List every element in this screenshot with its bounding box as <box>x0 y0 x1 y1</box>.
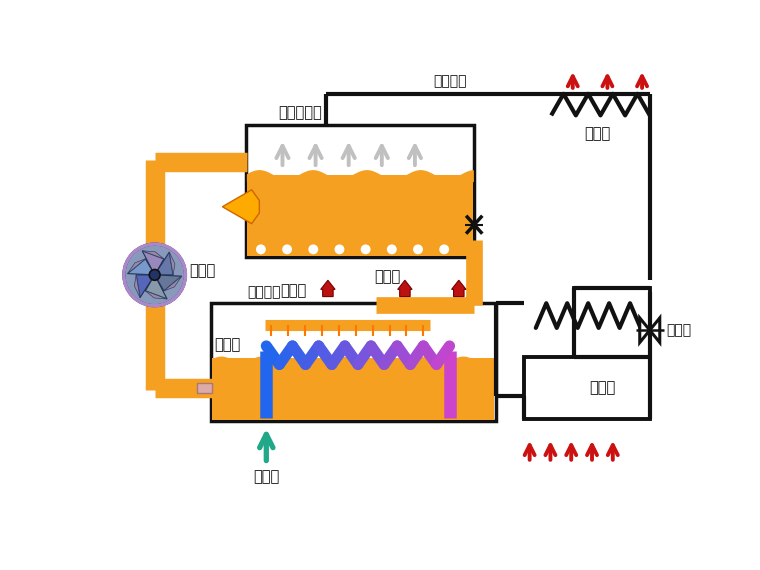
Bar <box>245 125 474 257</box>
Polygon shape <box>128 259 154 275</box>
Bar <box>197 382 212 393</box>
Polygon shape <box>164 276 182 291</box>
Polygon shape <box>128 259 145 274</box>
Polygon shape <box>145 275 167 299</box>
Polygon shape <box>397 280 412 296</box>
Bar <box>211 303 496 421</box>
Circle shape <box>440 245 448 254</box>
Bar <box>247 175 473 255</box>
Text: 冷却水: 冷却水 <box>253 470 280 484</box>
Polygon shape <box>154 252 173 275</box>
Polygon shape <box>135 275 140 298</box>
Polygon shape <box>145 291 167 299</box>
Text: 循环泵: 循环泵 <box>189 263 216 279</box>
Text: 吸收器: 吸收器 <box>280 284 306 299</box>
Polygon shape <box>321 280 335 296</box>
Bar <box>212 359 494 420</box>
Circle shape <box>362 245 370 254</box>
Polygon shape <box>142 251 164 275</box>
Circle shape <box>413 245 423 254</box>
Polygon shape <box>169 252 175 275</box>
Text: 浓溶液: 浓溶液 <box>374 269 401 284</box>
Circle shape <box>335 245 344 254</box>
Text: 蒸发器: 蒸发器 <box>589 380 615 396</box>
Circle shape <box>283 245 291 254</box>
Circle shape <box>124 244 185 306</box>
Text: 稀溶液: 稀溶液 <box>215 337 241 352</box>
Polygon shape <box>640 318 660 343</box>
Polygon shape <box>154 275 182 291</box>
Text: 制冷工质: 制冷工质 <box>433 75 467 88</box>
Circle shape <box>309 245 318 254</box>
Circle shape <box>149 270 160 280</box>
Text: 加热过程: 加热过程 <box>247 286 280 299</box>
Polygon shape <box>136 275 154 298</box>
Text: 节流阀: 节流阀 <box>667 323 692 337</box>
Polygon shape <box>451 280 466 296</box>
Circle shape <box>257 245 265 254</box>
Text: 冷凝器: 冷凝器 <box>584 127 610 141</box>
Circle shape <box>388 245 396 254</box>
Polygon shape <box>524 288 650 419</box>
Polygon shape <box>142 251 164 259</box>
Text: 蒸汽发生器: 蒸汽发生器 <box>278 105 321 120</box>
Polygon shape <box>223 190 259 223</box>
